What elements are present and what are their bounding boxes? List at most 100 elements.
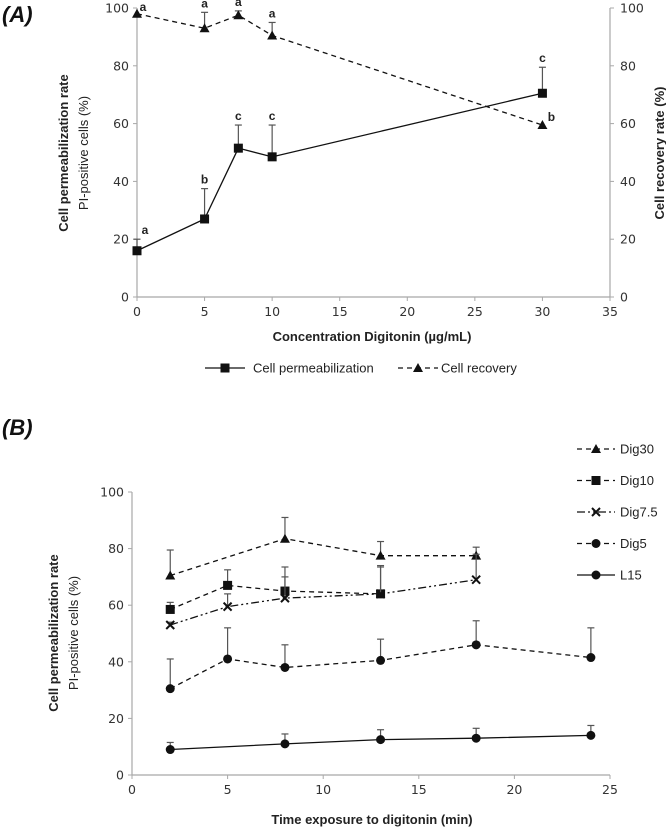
panel-b-series-dig5-line [169, 644, 591, 690]
panel-a-x-tick-label: 10 [264, 304, 280, 319]
panel-a-x-tick-label: 15 [332, 304, 348, 319]
panel-a-y-tick-label: 60 [113, 116, 129, 131]
panel-b-ylabel: Cell permeabilization rate [46, 554, 61, 712]
panel-b-legend-dig7-5-label: Dig7.5 [620, 505, 658, 520]
panel-b-legend-dig5-label: Dig5 [620, 536, 647, 551]
panel-b-legend-dig30-marker [591, 444, 601, 453]
panel-b-x-tick-label: 0 [128, 782, 136, 797]
panel-a-series-cell-permeabilization-line [136, 92, 543, 252]
panel-b-series-l15-point [586, 730, 596, 740]
panel-a-ylabel-sub: PI-positive cells (%) [76, 96, 91, 210]
panel-a-series-cell-permeabilization-sig-label: c [539, 51, 546, 65]
panel-a-x-tick-label: 0 [133, 304, 141, 319]
panel-b-series-dig7-5-point [165, 620, 175, 630]
panel-b-series-dig5-point [376, 655, 386, 665]
panel-b-series-dig10-point [223, 580, 233, 590]
panel-a-series-cell-permeabilization-point [233, 143, 243, 153]
panel-b-series-dig5-point [280, 662, 290, 672]
panel-b-xlabel: Time exposure to digitonin (min) [271, 812, 472, 827]
panel-a-y2-tick-label: 20 [620, 232, 636, 247]
panel-b-x-tick-label: 25 [602, 782, 618, 797]
panel-a-y-tick-label: 80 [113, 58, 129, 73]
panel-b-x-tick-label: 15 [411, 782, 427, 797]
panel-b-legend-dig10-label: Dig10 [620, 473, 654, 488]
panel-a-y-tick-label: 100 [105, 1, 129, 16]
panel-a-series-cell-recovery-line [136, 13, 543, 126]
panel-a-series-cell-recovery-sig-label: b [548, 110, 555, 124]
panel-b-series-dig30-point [165, 570, 176, 580]
panel-b-x-tick-label: 5 [224, 782, 232, 797]
panel-b-series-dig5-point [223, 654, 233, 664]
panel-b-ylabel-sub: PI-positive cells (%) [66, 576, 81, 690]
panel-b-y-tick-label: 80 [108, 541, 124, 556]
panel-b-y-tick-label: 0 [116, 768, 124, 783]
panel-b-y-tick-label: 60 [108, 598, 124, 613]
panel-b-series-dig5-point [586, 653, 596, 663]
panel-b-series-dig5-point [471, 640, 481, 650]
panel-a-series-cell-permeabilization-point [132, 246, 142, 256]
panel-a-y2-tick-label: 40 [620, 174, 636, 189]
panel-b-legend-dig7-5-marker [591, 507, 601, 517]
panel-a-y-tick-label: 20 [113, 232, 129, 247]
panel-b-y-tick-label: 20 [108, 711, 124, 726]
panel-a-series-cell-permeabilization-sig-label: c [235, 109, 242, 123]
panel-a-series-cell-permeabilization-point [267, 152, 277, 162]
panel-b-series-dig7-5-line [170, 579, 477, 626]
panel-a-x-tick-label: 5 [201, 304, 209, 319]
panel-a-y-tick-label: 0 [121, 290, 129, 305]
panel-a-y2-tick-label: 60 [620, 116, 636, 131]
panel-a-series-cell-recovery-point [199, 23, 210, 33]
panel-a-y2-tick-label: 80 [620, 58, 636, 73]
panel-a-y2-tick-label: 0 [620, 290, 628, 305]
panel-b-y-tick-label: 100 [100, 485, 124, 500]
panel-b-series-l15-point [280, 739, 290, 749]
panel-b-series-l15-point [376, 735, 386, 745]
chart-marks: 0 5 10 15 20 25 30 35020406080100020406080100ab… [100, 0, 657, 797]
panel-a-series-cell-recovery-sig-label: a [235, 0, 242, 9]
panel-a-series-cell-permeabilization-point [200, 214, 210, 224]
panel-b-x-tick-label: 10 [315, 782, 331, 797]
panel-b-legend-dig5-marker [591, 539, 601, 548]
panel-a-x-tick-label: 35 [602, 304, 618, 319]
panel-b-series-dig5-point [165, 684, 175, 694]
panel-b-legend-l15-marker [591, 570, 601, 580]
panel-a-series-cell-recovery-point [233, 10, 244, 20]
panel-a-series-cell-recovery-point [267, 30, 278, 40]
panel-a-ylabel: Cell permeabilization rate [56, 74, 71, 232]
panel-a-series-cell-permeabilization-point [537, 88, 547, 98]
panel-a-legend-cell-permeabilization-label: Cell permeabilization [253, 361, 374, 376]
panel-a-y2label: Cell recovery rate (%) [652, 87, 666, 220]
panel-a-series-cell-recovery-sig-label: a [269, 6, 276, 20]
panel-b-series-dig7-5-point [222, 601, 233, 612]
panel-a-series-cell-permeabilization-sig-label: b [201, 173, 208, 187]
panel-b-series-dig7-5-point [280, 593, 290, 603]
panel-b-x-tick-label: 20 [506, 782, 522, 797]
panel-a-series-cell-permeabilization-sig-label: c [269, 109, 276, 123]
panel-a-x-tick-label: 30 [534, 304, 550, 319]
panel-b-legend-dig10-marker [591, 476, 601, 485]
panel-b-series-dig30-point [375, 550, 386, 560]
panel-b-series-dig10-point [165, 604, 175, 614]
panel-b-series-l15-point [165, 745, 175, 755]
panel-a-label: (A) [2, 2, 33, 27]
panel-a-series-cell-recovery-sig-label: a [201, 0, 208, 10]
panel-b-series-dig7-5-point [375, 589, 386, 599]
panel-a-series-cell-recovery-point [132, 8, 142, 18]
panel-b-series-dig30-point [279, 533, 290, 543]
panel-a-x-tick-label: 25 [467, 304, 483, 319]
panel-b-series-dig30-line [170, 538, 477, 577]
panel-a-series-cell-recovery-point [537, 120, 548, 130]
panel-a-y-tick-label: 40 [113, 174, 129, 189]
panel-a-y2-tick-label: 100 [620, 1, 644, 16]
panel-a-xlabel: Concentration Digitonin (µg/mL) [273, 329, 472, 344]
panel-a-legend-cell-permeabilization-marker [220, 363, 230, 373]
panel-b-y-tick-label: 40 [108, 654, 124, 669]
panel-a-series-cell-recovery-sig-label: a [140, 0, 147, 14]
panel-b-series-l15-point [471, 733, 481, 743]
panel-b-legend-l15-label: L15 [620, 568, 642, 583]
panel-a-legend-cell-recovery-marker [413, 363, 423, 372]
panel-a-x-tick-label: 20 [399, 304, 415, 319]
panel-b-label: (B) [2, 415, 33, 440]
panel-b-legend-dig30-label: Dig30 [620, 442, 654, 457]
